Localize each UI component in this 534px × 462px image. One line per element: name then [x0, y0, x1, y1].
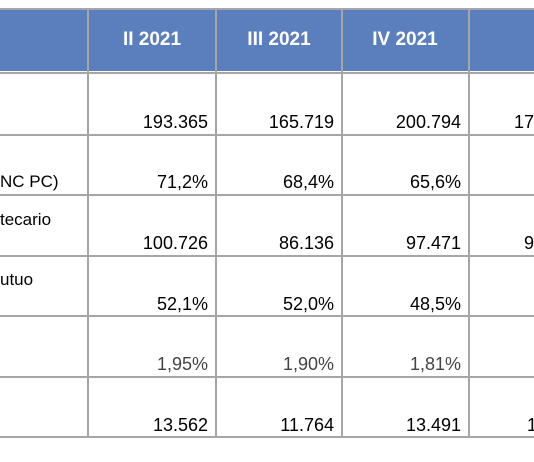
header-col-3: III 2021	[247, 29, 311, 50]
grid-vline	[215, 9, 217, 437]
table-cell: 13.491	[405, 415, 461, 435]
table-cell: 52,1%	[156, 294, 208, 314]
table-cell-partial: 9	[524, 233, 534, 253]
table-cell-partial: 1	[527, 415, 534, 435]
table-cell: 86.136	[278, 233, 334, 253]
table-cell: 65,6%	[409, 172, 461, 192]
table-cell: 1,81%	[409, 354, 461, 374]
table-cell: 165.719	[268, 112, 334, 132]
table-cell: 1,95%	[156, 354, 208, 374]
grid-vline	[341, 9, 343, 437]
grid-hline	[0, 376, 534, 378]
table-cell: 1,90%	[282, 354, 334, 374]
grid-vline	[87, 9, 89, 437]
header-col-4: IV 2021	[372, 29, 438, 50]
table-cell: 11.764	[280, 415, 334, 435]
header-row	[0, 9, 534, 71]
row-label: tecario	[0, 210, 52, 229]
grid-hline	[0, 8, 534, 10]
grid-hline	[0, 194, 534, 196]
row-label: NC PC)	[0, 172, 59, 191]
grid-vline	[468, 9, 470, 437]
table-cell: 200.794	[395, 112, 461, 132]
table-cell: 48,5%	[409, 294, 461, 314]
table-cell-partial: 17	[514, 112, 534, 132]
header-col-2: II 2021	[122, 29, 182, 50]
table-cell: 97.471	[405, 233, 461, 253]
grid-hline	[0, 436, 534, 438]
table-cell: 71,2%	[156, 172, 208, 192]
table-cell: 52,0%	[282, 294, 334, 314]
row-label: utuo	[0, 270, 34, 289]
grid-hline	[0, 255, 534, 257]
table-cell: 68,4%	[282, 172, 334, 192]
table-cell: 13.562	[152, 415, 208, 435]
grid-hline	[0, 72, 534, 74]
table-cell: 193.365	[142, 112, 208, 132]
grid-hline	[0, 315, 534, 317]
table-cell: 100.726	[142, 233, 208, 253]
grid-hline	[0, 134, 534, 136]
